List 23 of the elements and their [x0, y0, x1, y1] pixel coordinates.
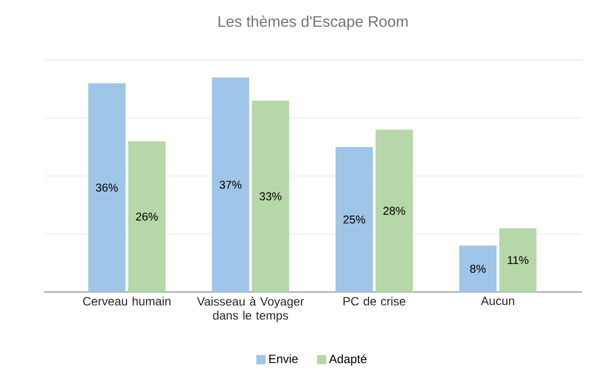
legend-label: Envie	[269, 354, 298, 364]
bar	[88, 83, 126, 292]
data-label: 33%	[260, 192, 282, 200]
bar	[252, 100, 290, 292]
data-label: 11%	[508, 256, 528, 264]
bar	[499, 228, 537, 292]
x-tick-label: Aucun	[480, 296, 514, 306]
data-label: 36%	[96, 184, 118, 192]
x-tick-label: Cerveau humain	[83, 296, 170, 306]
data-label: 28%	[383, 206, 406, 215]
legend-label: Adapté	[329, 354, 366, 366]
bar	[459, 246, 497, 292]
chart-title: Les thèmes d'Escape Room	[218, 15, 408, 30]
x-tick-label: Vaisseau à Voyager dans le temps	[197, 296, 304, 322]
data-label: 8%	[470, 264, 486, 273]
bar	[212, 77, 250, 292]
data-label: 25%	[343, 216, 366, 224]
data-label: 26%	[136, 212, 158, 221]
bar	[376, 130, 413, 292]
data-label: 37%	[220, 180, 242, 189]
bar	[128, 141, 166, 292]
x-tick-label: PC de crise	[344, 296, 406, 306]
bar	[336, 147, 373, 292]
